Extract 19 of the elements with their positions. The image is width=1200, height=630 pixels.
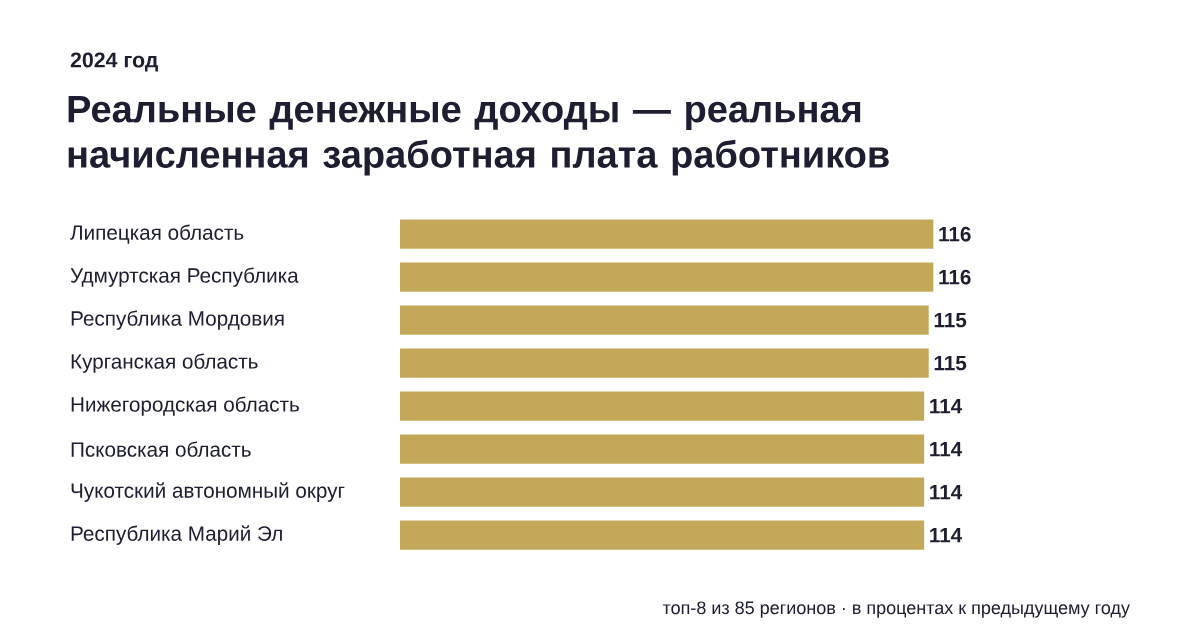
text: топ-8 из 85 регионов · в процентах к предыдущему году bbox=[662, 601, 1130, 618]
data-label: 115 bbox=[934, 355, 967, 371]
y-tick-label: Удмуртская Республика bbox=[70, 267, 299, 287]
data-label: 116 bbox=[939, 269, 971, 285]
y-tick-label: Псковская область bbox=[71, 441, 251, 457]
data-label: 116 bbox=[939, 226, 971, 242]
text: 2024 год bbox=[70, 52, 158, 72]
data-label: 114 bbox=[930, 528, 963, 543]
data-label: 114 bbox=[930, 442, 963, 457]
y-tick-label: Республика Марий Эл bbox=[71, 525, 282, 545]
data-label: 114 bbox=[930, 485, 963, 500]
data-label: 114 bbox=[930, 399, 963, 414]
y-tick-label: Нижегородская область bbox=[71, 396, 299, 416]
y-tick-label: Чукотский автономный округ bbox=[71, 482, 345, 502]
y-tick-label: Республика Мордовия bbox=[71, 310, 284, 330]
chart-title: Реальные денежные доходы — реальная начисленная заработная плата работников bbox=[68, 96, 889, 176]
data-label: 115 bbox=[934, 312, 967, 328]
y-tick-label: Курганская область bbox=[71, 353, 258, 373]
y-tick-label: Липецкая область bbox=[70, 224, 244, 244]
